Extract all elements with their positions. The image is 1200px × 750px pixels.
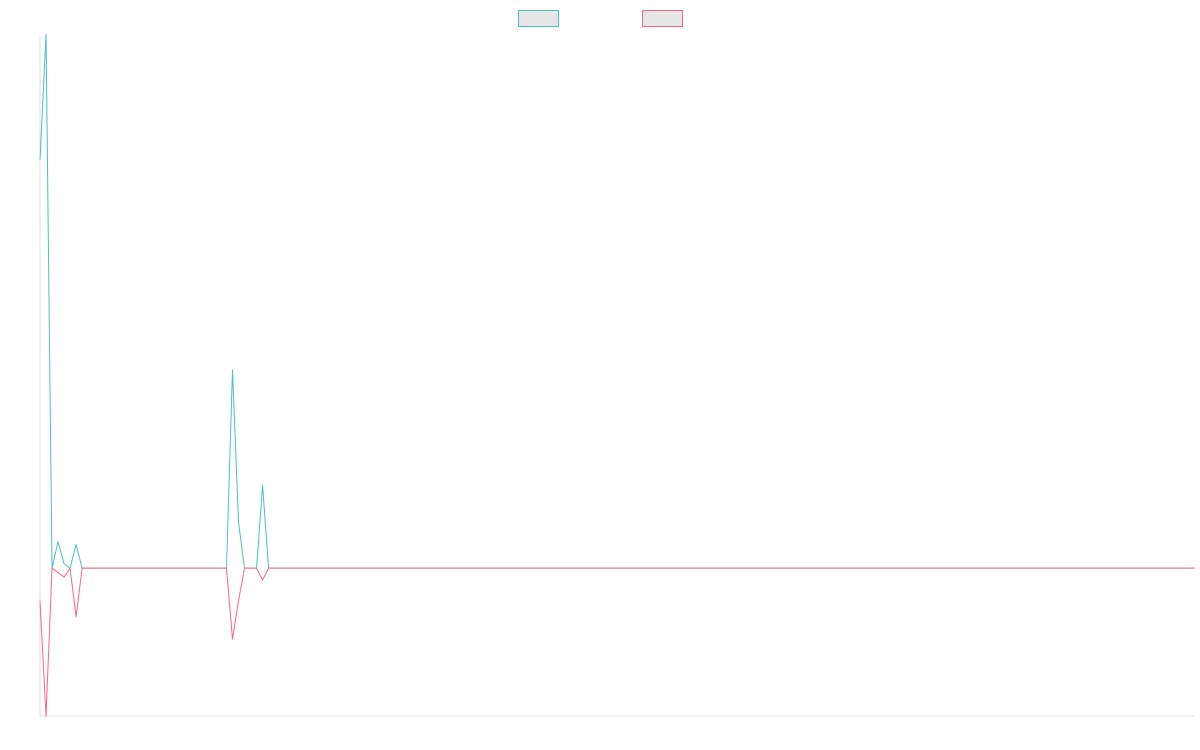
series-line-1 [39, 34, 1195, 569]
series-layer [39, 34, 1195, 717]
series-line-2 [39, 567, 1195, 717]
legend-swatch-2[interactable] [642, 10, 683, 27]
legend [518, 10, 683, 27]
legend-swatch-1[interactable] [518, 10, 559, 27]
